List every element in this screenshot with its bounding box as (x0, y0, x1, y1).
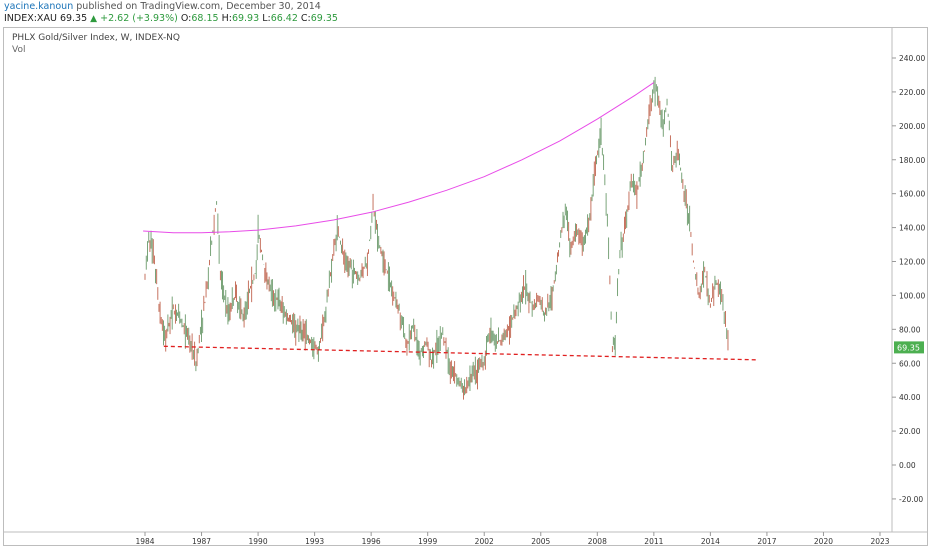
x-tick-label: 1984 (135, 537, 154, 546)
volume-legend: Vol (12, 45, 26, 55)
up-arrow-icon: ▲ (90, 14, 98, 24)
high-label: H: (221, 13, 232, 24)
close-label: C: (300, 13, 311, 24)
support-line (163, 345, 758, 361)
y-tick-label: 160.00 (899, 190, 925, 199)
x-tick-label: 2008 (588, 537, 607, 546)
x-tick-label: 1999 (418, 537, 437, 546)
high-value: 69.93 (231, 13, 260, 24)
y-tick-label: 60.00 (899, 359, 921, 368)
x-tick-label: 2005 (531, 537, 550, 546)
last-price-badge (894, 341, 924, 354)
x-tick-label: 1990 (249, 537, 268, 546)
y-tick-label: 40.00 (899, 393, 921, 402)
publisher-user[interactable]: yacine.kanoun (4, 1, 74, 12)
y-tick-label: 200.00 (899, 122, 925, 131)
last-price: 69.35 (59, 13, 88, 24)
chart-legend-title: PHLX Gold/Silver Index, W, INDEX-NQ (12, 33, 181, 43)
y-tick-label: 220.00 (899, 88, 925, 97)
x-tick-label: 1996 (362, 537, 381, 546)
open-value: 68.15 (191, 13, 219, 24)
x-tick-label: 2011 (644, 537, 663, 546)
y-tick-label: 140.00 (899, 224, 925, 233)
x-tick-label: 2014 (701, 537, 720, 546)
symbol-quote-line: INDEX:XAU 69.35 ▲ +2.62 (+3.93%) O:68.15… (4, 13, 338, 24)
low-label: L: (262, 13, 271, 24)
x-tick-label: 2023 (870, 537, 889, 546)
x-tick-label: 2017 (757, 537, 776, 546)
trend-curve (143, 82, 655, 234)
y-tick-label: 120.00 (899, 258, 925, 267)
last-price-label: 69.35 (897, 343, 920, 352)
x-tick-label: 2002 (475, 537, 494, 546)
y-tick-label: 20.00 (899, 427, 921, 436)
x-tick-label: 1987 (192, 537, 211, 546)
y-tick-label: 100.00 (899, 291, 925, 300)
y-tick-label: 0.00 (899, 461, 916, 470)
y-tick-label: 180.00 (899, 156, 925, 165)
y-tick-label: 80.00 (899, 325, 921, 334)
close-value: 69.35 (310, 13, 338, 24)
publisher-line: yacine.kanoun published on TradingView.c… (4, 1, 321, 12)
price-change: +2.62 (+3.93%) (100, 13, 178, 24)
price-bars (144, 76, 729, 400)
chart-frame (3, 27, 928, 546)
y-tick-label: -20.00 (899, 495, 923, 504)
x-tick-label: 2020 (814, 537, 833, 546)
open-label: O: (180, 13, 192, 24)
symbol: INDEX:XAU (4, 13, 57, 24)
low-value: 66.42 (270, 13, 298, 24)
x-tick-label: 1993 (305, 537, 324, 546)
published-text: published on TradingView.com, December 3… (76, 1, 321, 12)
y-tick-label: 240.00 (899, 54, 925, 63)
